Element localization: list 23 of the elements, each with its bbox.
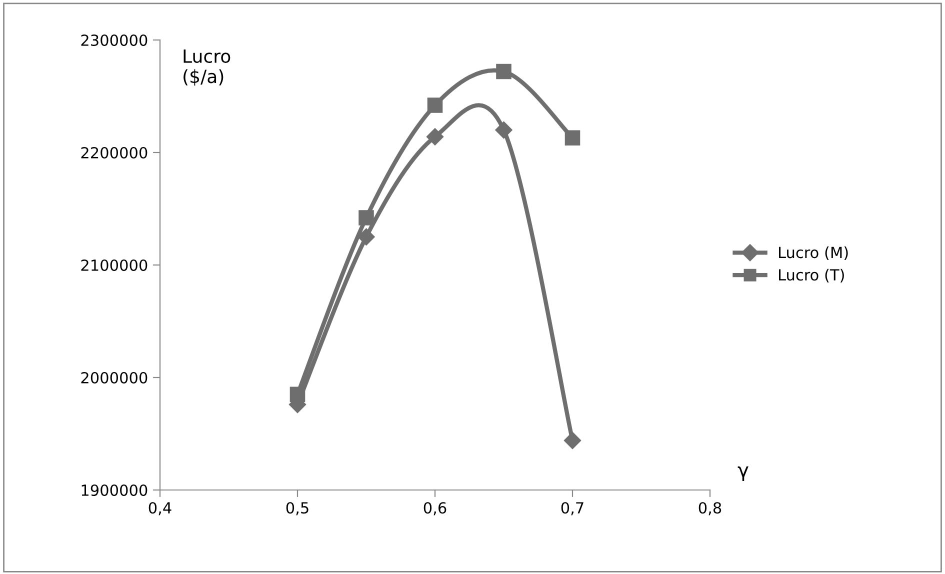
point	[564, 432, 582, 450]
x-axis-title: γ	[738, 466, 748, 481]
point	[495, 121, 512, 139]
x-tick-label: 0,8	[698, 502, 722, 516]
point	[290, 386, 306, 402]
legend-label: Lucro (T)	[779, 268, 844, 282]
point	[426, 128, 444, 146]
x-tick-label: 0,4	[148, 502, 172, 516]
x-tick-label: 0,5	[286, 502, 308, 516]
y-tick-label: 2000000	[81, 372, 148, 384]
x-tick-label: 0,7	[561, 502, 584, 516]
point	[358, 228, 375, 246]
y-tick-label: 2300000	[81, 34, 148, 46]
legend-label: Lucro (M)	[779, 246, 848, 260]
y-axis-title: Lucro ($/a)	[184, 50, 230, 86]
point	[496, 64, 512, 80]
point	[427, 98, 443, 113]
point	[564, 130, 580, 146]
y-tick-label: 1900000	[82, 484, 148, 496]
y-tick-label: 2100000	[81, 259, 148, 272]
point	[358, 210, 374, 226]
x-tick-label: 0,6	[424, 502, 446, 516]
y-tick-label: 2200000	[81, 146, 148, 159]
